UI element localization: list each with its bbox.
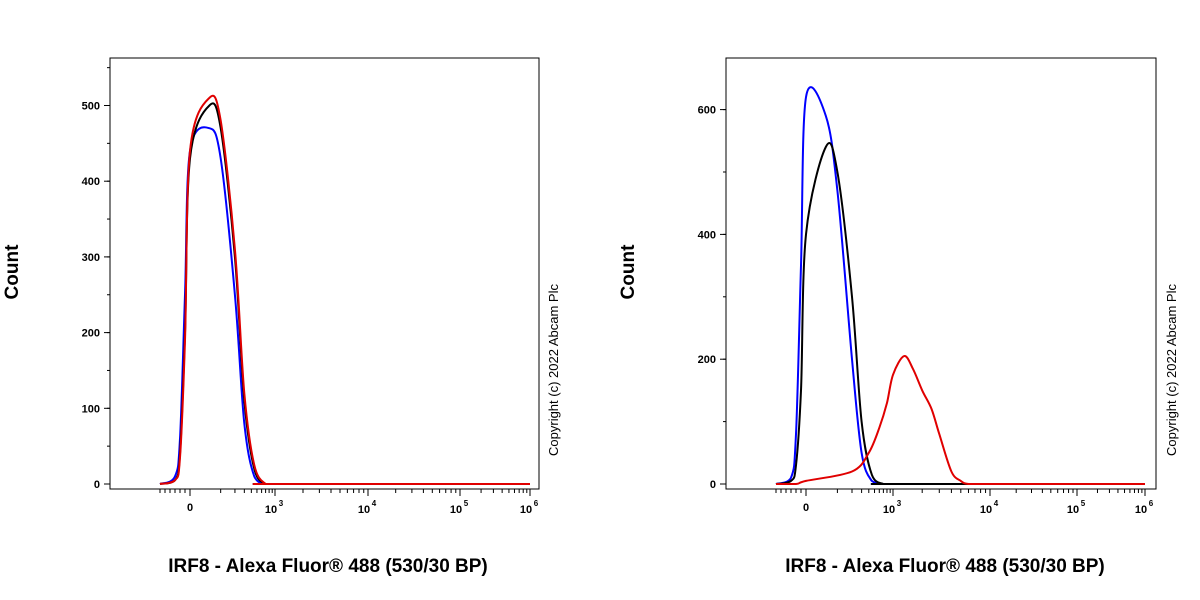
y-tick-label: 400: [698, 229, 716, 241]
y-tick-label: 400: [82, 176, 100, 188]
y-tick-label: 200: [82, 328, 100, 340]
histogram-series-1: [775, 142, 1145, 486]
x-tick-exponent: 4: [994, 499, 999, 508]
y-axis-title-left: Count: [2, 244, 23, 300]
x-tick-label: 0: [187, 502, 193, 514]
plot-frame-left: [109, 57, 540, 490]
x-axis-title-right: IRF8 - Alexa Fluor® 488 (530/30 BP): [785, 556, 1105, 577]
x-tick-exponent: 3: [279, 499, 284, 508]
histogram-series-2: [159, 94, 530, 486]
y-axis-right: 0 200 400 600: [698, 105, 726, 491]
x-tick-exponent: 5: [464, 499, 469, 508]
x-tick-label: 10: [265, 504, 277, 516]
x-tick-label: 10: [358, 504, 370, 516]
x-tick-exponent: 6: [534, 499, 539, 508]
y-tick-label: 600: [698, 105, 716, 117]
y-tick-label: 100: [82, 403, 100, 415]
y-tick-label: 500: [82, 101, 100, 113]
histogram-series-0: [159, 126, 530, 486]
x-tick-label: 0: [803, 502, 809, 514]
copyright-left: Copyright (c) 2022 Abcam Plc: [546, 284, 561, 456]
x-axis-title-left: IRF8 - Alexa Fluor® 488 (530/30 BP): [168, 556, 488, 577]
x-tick-exponent: 6: [1149, 499, 1154, 508]
y-tick-label: 0: [710, 479, 716, 491]
y-axis-left: 0 100 200 300 400 500: [82, 67, 110, 491]
x-tick-exponent: 5: [1081, 499, 1086, 508]
copyright-right: Copyright (c) 2022 Abcam Plc: [1164, 284, 1179, 456]
x-tick-label: 10: [883, 504, 895, 516]
y-tick-label: 200: [698, 354, 716, 366]
x-tick-label: 10: [1067, 504, 1079, 516]
x-tick-exponent: 3: [897, 499, 902, 508]
plot-frame-right: [725, 57, 1157, 490]
y-tick-label: 0: [94, 479, 100, 491]
histogram-series-2: [775, 355, 1145, 486]
x-tick-label: 10: [980, 504, 992, 516]
x-tick-label: 10: [1135, 504, 1147, 516]
y-axis-title-right: Count: [618, 244, 639, 300]
histogram-series-1: [159, 102, 530, 486]
y-tick-label: 300: [82, 252, 100, 264]
x-tick-label: 10: [450, 504, 462, 516]
histogram-curves-right: [775, 86, 1145, 486]
histogram-curves-left: [159, 94, 530, 486]
x-tick-exponent: 4: [372, 499, 377, 508]
x-tick-label: 10: [520, 504, 532, 516]
